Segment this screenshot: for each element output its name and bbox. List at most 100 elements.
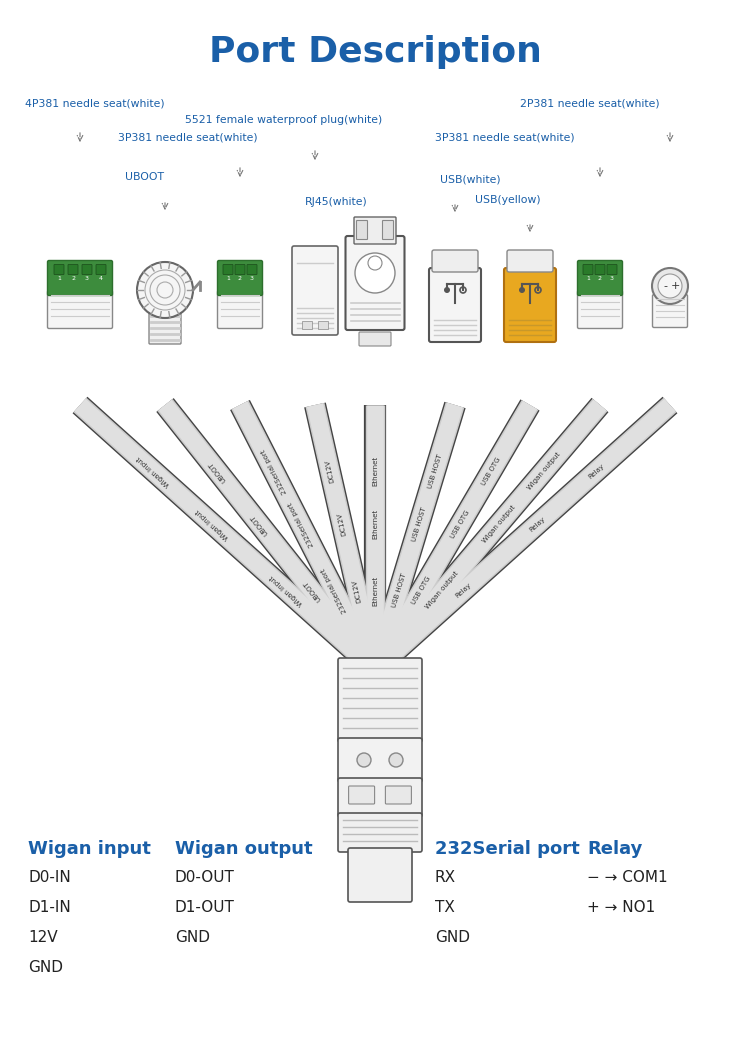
Circle shape	[658, 274, 682, 298]
Text: 4P381 needle seat(white): 4P381 needle seat(white)	[25, 99, 165, 108]
Text: 5521 female waterproof plug(white): 5521 female waterproof plug(white)	[185, 115, 382, 125]
Text: D1-OUT: D1-OUT	[175, 900, 235, 915]
Bar	[302, 321, 312, 329]
FancyBboxPatch shape	[349, 786, 374, 804]
Text: Relay: Relay	[587, 840, 642, 858]
FancyBboxPatch shape	[235, 264, 245, 275]
Text: Wigan output: Wigan output	[175, 840, 313, 858]
Text: 2P381 needle seat(white): 2P381 needle seat(white)	[520, 99, 660, 108]
Circle shape	[389, 754, 403, 767]
Text: − → COM1: − → COM1	[587, 870, 668, 885]
FancyBboxPatch shape	[356, 220, 368, 240]
FancyBboxPatch shape	[338, 813, 422, 852]
Text: 3: 3	[85, 276, 89, 281]
Text: Wigan input: Wigan input	[136, 455, 172, 487]
Text: 3: 3	[610, 276, 614, 281]
Text: -: -	[663, 281, 667, 291]
Text: DC12V: DC12V	[337, 512, 347, 537]
Text: Wigan input: Wigan input	[28, 840, 151, 858]
FancyBboxPatch shape	[386, 786, 412, 804]
FancyBboxPatch shape	[338, 738, 422, 782]
FancyBboxPatch shape	[583, 264, 593, 275]
Text: 232Serial port: 232Serial port	[260, 447, 288, 495]
Circle shape	[652, 268, 688, 304]
Text: 3P381 needle seat(white): 3P381 needle seat(white)	[118, 133, 258, 143]
Text: Ethernet: Ethernet	[372, 509, 378, 540]
Text: RJ45(white): RJ45(white)	[305, 197, 368, 208]
FancyBboxPatch shape	[338, 658, 422, 742]
FancyBboxPatch shape	[247, 264, 257, 275]
Text: USB OTG: USB OTG	[450, 509, 471, 540]
Text: 1: 1	[586, 276, 590, 281]
FancyBboxPatch shape	[607, 264, 617, 275]
FancyBboxPatch shape	[578, 290, 622, 328]
Text: GND: GND	[175, 930, 210, 945]
Circle shape	[444, 287, 450, 293]
FancyBboxPatch shape	[68, 264, 78, 275]
FancyBboxPatch shape	[149, 312, 181, 344]
Text: + → NO1: + → NO1	[587, 900, 656, 915]
Text: UBOOT: UBOOT	[302, 578, 322, 602]
Text: Relay: Relay	[454, 582, 472, 599]
FancyBboxPatch shape	[429, 268, 481, 342]
FancyBboxPatch shape	[359, 332, 391, 346]
Text: 12V: 12V	[28, 930, 58, 945]
Text: GND: GND	[435, 930, 470, 945]
Circle shape	[355, 253, 395, 293]
Text: Ethernet: Ethernet	[372, 456, 378, 486]
FancyBboxPatch shape	[432, 250, 478, 272]
FancyBboxPatch shape	[54, 264, 64, 275]
Text: USB(yellow): USB(yellow)	[475, 195, 541, 205]
FancyBboxPatch shape	[292, 246, 338, 335]
Text: Wigan output: Wigan output	[526, 452, 561, 492]
Text: GND: GND	[28, 960, 63, 975]
Text: 3: 3	[250, 276, 254, 281]
Text: 1: 1	[57, 276, 61, 281]
FancyBboxPatch shape	[217, 290, 262, 328]
Text: UBOOT: UBOOT	[208, 460, 227, 483]
Circle shape	[357, 754, 371, 767]
Text: Wigan output: Wigan output	[482, 504, 516, 544]
Text: 1: 1	[226, 276, 230, 281]
FancyBboxPatch shape	[652, 294, 688, 327]
FancyBboxPatch shape	[223, 264, 233, 275]
Text: USB OTG: USB OTG	[411, 575, 432, 606]
Circle shape	[368, 256, 382, 270]
FancyBboxPatch shape	[348, 848, 412, 902]
Text: TX: TX	[435, 900, 454, 915]
Text: DC12V: DC12V	[352, 578, 362, 603]
FancyBboxPatch shape	[382, 220, 394, 240]
Text: USB HOST: USB HOST	[411, 506, 427, 542]
Text: D1-IN: D1-IN	[28, 900, 70, 915]
Text: Wigan input: Wigan input	[195, 508, 230, 541]
FancyBboxPatch shape	[354, 217, 396, 244]
Text: UBOOT: UBOOT	[250, 512, 269, 536]
Circle shape	[519, 287, 525, 293]
FancyBboxPatch shape	[217, 261, 262, 296]
FancyBboxPatch shape	[82, 264, 92, 275]
FancyBboxPatch shape	[338, 778, 422, 817]
Text: 2: 2	[71, 276, 75, 281]
Text: Ethernet: Ethernet	[372, 575, 378, 606]
Text: USB OTG: USB OTG	[481, 456, 502, 486]
Text: 232Serial port: 232Serial port	[286, 501, 315, 548]
Circle shape	[137, 262, 193, 318]
Text: USB HOST: USB HOST	[391, 572, 407, 609]
FancyBboxPatch shape	[595, 264, 605, 275]
Text: 232Serial port: 232Serial port	[435, 840, 580, 858]
Text: D0-IN: D0-IN	[28, 870, 70, 885]
Text: Wigan output: Wigan output	[425, 570, 460, 610]
Bar	[318, 321, 328, 329]
Text: Relay: Relay	[587, 462, 605, 480]
Text: +: +	[670, 281, 680, 291]
Text: 2: 2	[598, 276, 602, 281]
Text: DC12V: DC12V	[325, 459, 335, 483]
Text: 3P381 needle seat(white): 3P381 needle seat(white)	[435, 133, 574, 143]
Text: USB(white): USB(white)	[440, 175, 501, 185]
Text: RX: RX	[435, 870, 456, 885]
Text: 232Serial port: 232Serial port	[320, 567, 349, 614]
FancyBboxPatch shape	[47, 290, 112, 328]
Text: 4: 4	[99, 276, 103, 281]
FancyBboxPatch shape	[507, 250, 553, 272]
Text: Port Description: Port Description	[209, 35, 542, 69]
